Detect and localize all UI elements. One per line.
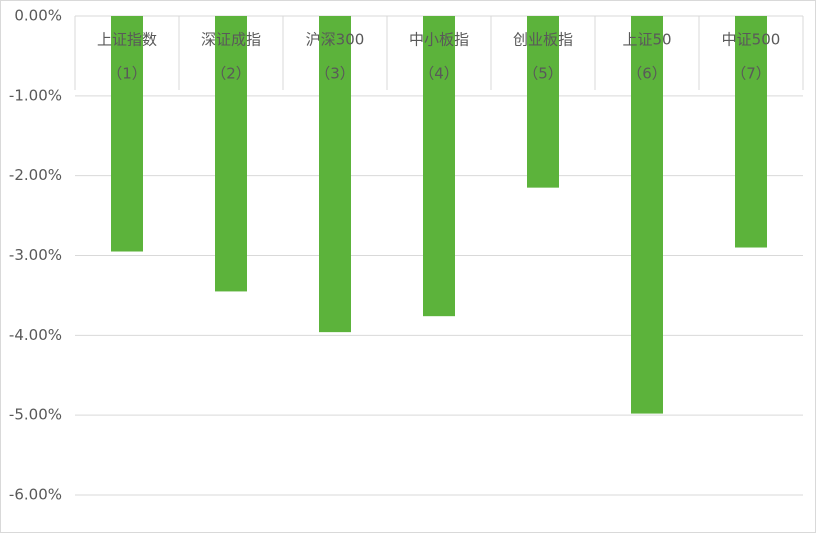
- y-tick-label: 0.00%: [14, 7, 62, 25]
- x-tick-label: 上证50: [622, 31, 671, 49]
- y-tick-label: -5.00%: [9, 406, 62, 424]
- y-tick-label: -4.00%: [9, 326, 62, 344]
- bar: [527, 16, 559, 188]
- y-tick-label: -2.00%: [9, 166, 62, 184]
- x-tick-label: （2）: [211, 65, 251, 83]
- bar: [423, 16, 455, 317]
- bar: [111, 16, 143, 252]
- x-tick-label: 沪深300: [306, 31, 365, 49]
- x-tick-label: 创业板指: [513, 31, 573, 49]
- y-tick-label: -6.00%: [9, 486, 62, 504]
- bar: [319, 16, 351, 333]
- bar: [631, 16, 663, 414]
- x-tick-label: （7）: [731, 65, 771, 83]
- x-tick-label: （3）: [315, 65, 355, 83]
- x-tick-label: （1）: [107, 65, 147, 83]
- y-tick-label: -3.00%: [9, 246, 62, 264]
- x-tick-label: （6）: [627, 65, 667, 83]
- x-tick-label: 中证500: [722, 31, 781, 49]
- x-tick-label: 上证指数: [97, 31, 157, 49]
- bar: [735, 16, 767, 248]
- bar: [215, 16, 247, 292]
- x-tick-label: （5）: [523, 65, 563, 83]
- x-tick-label: （4）: [419, 65, 459, 83]
- y-tick-label: -1.00%: [9, 86, 62, 104]
- x-tick-label: 深证成指: [201, 31, 261, 49]
- x-tick-label: 中小板指: [409, 31, 469, 49]
